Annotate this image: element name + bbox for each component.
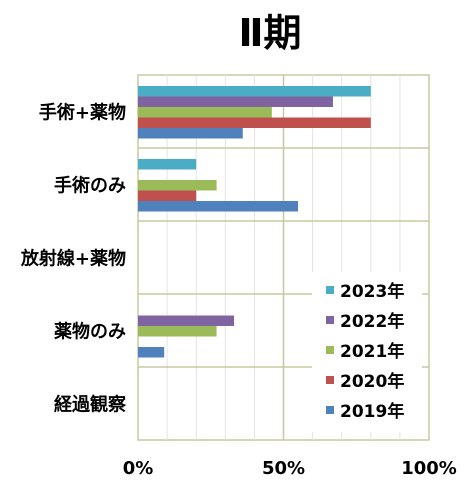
bar: [138, 315, 235, 326]
legend-label: 2019年: [340, 401, 404, 422]
category-label: 放射線+薬物: [20, 247, 126, 269]
legend-label: 2022年: [340, 311, 404, 332]
bar: [138, 326, 217, 337]
category-label: 経過観察: [54, 393, 127, 415]
bar: [138, 117, 371, 128]
legend-label: 2020年: [340, 371, 404, 392]
bar: [138, 128, 243, 139]
legend-label: 2021年: [340, 341, 404, 362]
bar: [138, 190, 197, 201]
bar: [138, 201, 299, 212]
legend-swatch: [326, 376, 334, 384]
x-tick-label: 0%: [123, 458, 154, 479]
legend-swatch: [326, 286, 334, 294]
category-label: 薬物のみ: [54, 320, 126, 342]
bar: [138, 86, 371, 97]
x-tick-label: 50%: [262, 458, 305, 479]
category-label: 手術のみ: [54, 174, 126, 196]
bar: [138, 159, 197, 170]
x-tick-labels: 0% 50% 100%: [123, 458, 457, 479]
bar: [138, 347, 165, 358]
x-tick-label: 100%: [401, 458, 457, 479]
chart-title: Ⅱ期: [238, 11, 301, 55]
bars: [138, 86, 371, 358]
bar: [138, 96, 333, 107]
legend-swatch: [326, 346, 334, 354]
legend: 2023年 2022年 2021年 2020年 2019年: [312, 272, 422, 432]
legend-swatch: [326, 316, 334, 324]
category-label: 手術+薬物: [39, 101, 126, 123]
legend-swatch: [326, 406, 334, 414]
bar: [138, 180, 217, 191]
bar: [138, 107, 272, 118]
legend-label: 2023年: [340, 281, 404, 302]
